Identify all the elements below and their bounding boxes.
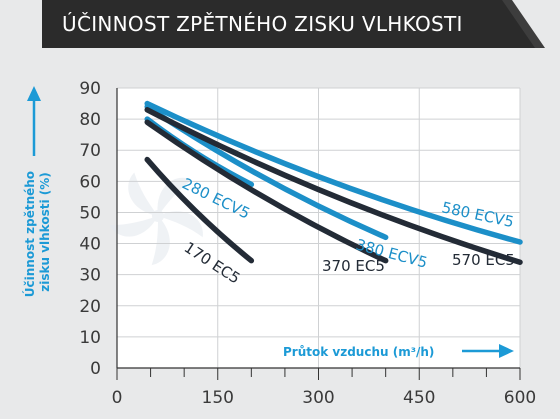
- series-line-370-ec5: [144, 119, 389, 264]
- y-tick-label: 50: [79, 203, 101, 223]
- y-tick-label: 10: [79, 328, 101, 348]
- x-tick-label: 450: [403, 388, 435, 408]
- y-tick-label: 80: [79, 110, 101, 130]
- y-tick-label: 70: [79, 141, 101, 161]
- series-layer: [144, 100, 523, 265]
- series-line-580-ecv5: [144, 100, 523, 245]
- x-tick-label: 0: [112, 388, 123, 408]
- series-line-570-ec5: [144, 107, 523, 265]
- x-tick-label: 600: [504, 388, 536, 408]
- y-tick-label: 30: [79, 266, 101, 286]
- series-label-370-ec5: 370 EC5: [322, 257, 385, 275]
- y-tick-label: 60: [79, 172, 101, 192]
- x-axis-title-group: Průtok vzduchu (m³/h): [283, 344, 514, 359]
- title-banner-background: [42, 0, 535, 48]
- series-label-570-ec5: 570 EC5: [452, 251, 515, 269]
- title-banner: ÚČINNOST ZPĚTNÉHO ZISKU VLHKOSTI: [42, 0, 545, 48]
- chart-title: ÚČINNOST ZPĚTNÉHO ZISKU VLHKOSTI: [62, 12, 463, 36]
- watermark-fan-icon: [109, 172, 203, 266]
- y-axis-title-group: Účinnost zpětného zisku vlhkosti (%): [22, 86, 52, 297]
- y-tick-label: 20: [79, 297, 101, 317]
- series-line-170-ec5: [144, 156, 255, 264]
- y-tick-label: 0: [90, 359, 101, 379]
- x-tick-label: 300: [302, 388, 334, 408]
- axes: 0 10 20 30 40 50 60 70 80 90 0 150 300 450 600: [79, 79, 536, 408]
- y-axis-title: Účinnost zpětného zisku vlhkosti (%): [22, 167, 52, 297]
- x-tick-label: 150: [202, 388, 234, 408]
- y-axis-arrow-icon: [27, 86, 41, 101]
- y-tick-label: 90: [79, 79, 101, 99]
- x-axis-title: Průtok vzduchu (m³/h): [283, 345, 434, 359]
- y-tick-label: 40: [79, 235, 101, 255]
- x-axis-arrow-icon: [499, 344, 514, 358]
